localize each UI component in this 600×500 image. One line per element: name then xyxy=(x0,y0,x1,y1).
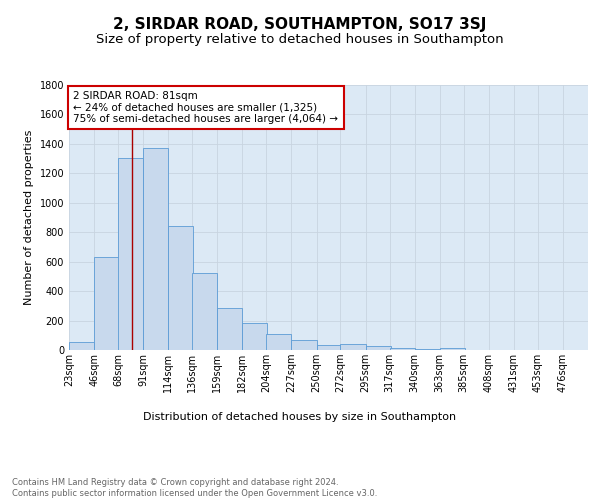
Bar xyxy=(266,334,292,350)
Text: 2 SIRDAR ROAD: 81sqm
← 24% of detached houses are smaller (1,325)
75% of semi-de: 2 SIRDAR ROAD: 81sqm ← 24% of detached h… xyxy=(73,91,338,124)
Bar xyxy=(365,346,391,350)
Bar xyxy=(292,340,317,350)
Bar xyxy=(340,344,365,350)
Bar xyxy=(217,308,242,350)
Bar xyxy=(242,323,268,350)
Text: Distribution of detached houses by size in Southampton: Distribution of detached houses by size … xyxy=(143,412,457,422)
Bar xyxy=(317,345,341,350)
Bar xyxy=(94,256,119,350)
Bar xyxy=(389,348,415,350)
Bar xyxy=(440,348,465,350)
Text: 2, SIRDAR ROAD, SOUTHAMPTON, SO17 3SJ: 2, SIRDAR ROAD, SOUTHAMPTON, SO17 3SJ xyxy=(113,18,487,32)
Text: Contains HM Land Registry data © Crown copyright and database right 2024.
Contai: Contains HM Land Registry data © Crown c… xyxy=(12,478,377,498)
Bar xyxy=(143,148,168,350)
Bar xyxy=(69,342,94,350)
Bar xyxy=(192,272,217,350)
Text: Size of property relative to detached houses in Southampton: Size of property relative to detached ho… xyxy=(96,32,504,46)
Bar xyxy=(118,158,143,350)
Y-axis label: Number of detached properties: Number of detached properties xyxy=(24,130,34,305)
Bar xyxy=(168,226,193,350)
